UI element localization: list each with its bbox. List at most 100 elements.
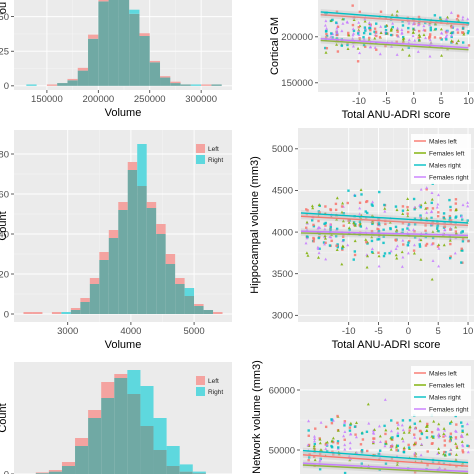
scatter-point bbox=[395, 53, 399, 56]
scatter-top-panel: -10 -5 0 5 10 150000 200000 Total ANU-ADRI scor… bbox=[269, 0, 474, 121]
scatter-point bbox=[450, 39, 454, 43]
scatter-mid-y-tick-label: 4000 bbox=[272, 227, 293, 238]
scatter-point bbox=[402, 450, 406, 454]
scatter-point bbox=[395, 40, 398, 43]
scatter-point bbox=[431, 207, 435, 210]
scatter-point bbox=[419, 437, 422, 440]
scatter-mid-x-axis-title: Total ANU-ADRI score bbox=[332, 339, 441, 351]
scatter-point bbox=[305, 235, 309, 238]
scatter-mid-plot-area bbox=[298, 128, 474, 322]
scatter-point bbox=[413, 426, 417, 430]
scatter-point bbox=[375, 48, 378, 51]
histogram-bar-right bbox=[190, 84, 202, 86]
scatter-point bbox=[305, 212, 309, 216]
scatter-point bbox=[418, 419, 422, 423]
scatter-point bbox=[384, 222, 387, 226]
scatter-point bbox=[443, 228, 447, 232]
scatter-point bbox=[437, 435, 441, 439]
scatter-point bbox=[455, 445, 459, 448]
scatter-point bbox=[354, 435, 358, 439]
scatter-point bbox=[318, 226, 322, 229]
histogram-bar-overlap bbox=[203, 310, 214, 314]
scatter-point bbox=[343, 443, 347, 447]
scatter-point bbox=[306, 209, 309, 212]
scatter-point bbox=[335, 196, 339, 200]
scatter-point bbox=[454, 436, 458, 439]
scatter-point bbox=[324, 50, 328, 54]
trend-line bbox=[300, 230, 469, 237]
scatter-point bbox=[402, 448, 406, 451]
scatter-point bbox=[419, 429, 422, 433]
scatter-point bbox=[384, 428, 388, 432]
scatter-point bbox=[435, 205, 439, 209]
histogram-bar-left bbox=[23, 312, 33, 314]
scatter-point bbox=[419, 238, 423, 242]
scatter-point bbox=[413, 454, 417, 457]
scatter-point bbox=[413, 205, 417, 209]
scatter-point bbox=[348, 426, 352, 429]
scatter-top-y-tick-label: 200000 bbox=[281, 32, 313, 43]
scatter-point bbox=[407, 223, 411, 226]
scatter-point bbox=[363, 26, 367, 29]
scatter-point bbox=[342, 434, 346, 438]
scatter-point bbox=[449, 228, 452, 231]
scatter-point bbox=[407, 241, 410, 244]
scatter-point bbox=[335, 217, 339, 221]
scatter-point bbox=[402, 36, 406, 40]
scatter-point bbox=[416, 50, 420, 53]
scatter-point bbox=[444, 17, 448, 21]
scatter-point bbox=[373, 428, 377, 431]
histogram-bar-left bbox=[89, 278, 100, 284]
scatter-point bbox=[442, 212, 446, 215]
scatter-point bbox=[365, 240, 368, 244]
scatter-point bbox=[443, 225, 446, 228]
scatter-point bbox=[336, 25, 340, 29]
scatter-point bbox=[418, 38, 422, 42]
scatter-point bbox=[430, 242, 434, 246]
scatter-point bbox=[395, 448, 398, 452]
histogram-bar-left bbox=[118, 202, 128, 210]
scatter-point bbox=[373, 36, 377, 40]
scatter-point bbox=[448, 198, 451, 202]
scatter-point bbox=[358, 37, 361, 40]
scatter-mid-panel: -10 -5 0 5 10 3000 3500 4000 4500 5000 Total ANU-A… bbox=[249, 128, 474, 351]
scatter-point bbox=[433, 14, 437, 17]
scatter-point bbox=[395, 228, 399, 232]
scatter-point bbox=[432, 435, 435, 438]
scatter-point bbox=[449, 205, 452, 209]
scatter-point bbox=[422, 33, 426, 37]
scatter-point bbox=[373, 30, 376, 34]
scatter-point bbox=[455, 465, 458, 468]
scatter-point bbox=[374, 30, 378, 34]
scatter-point bbox=[348, 429, 352, 432]
scatter-point bbox=[378, 238, 381, 241]
trend-line bbox=[302, 462, 469, 473]
scatter-point bbox=[313, 458, 317, 462]
legend-label: Males right bbox=[429, 395, 461, 402]
scatter-point bbox=[318, 459, 322, 463]
scatter-point bbox=[334, 208, 338, 212]
scatter-point bbox=[341, 219, 345, 223]
scatter-point bbox=[318, 211, 321, 214]
scatter-point bbox=[317, 251, 321, 255]
scatter-point bbox=[395, 208, 399, 212]
scatter-point bbox=[437, 230, 440, 233]
scatter-point bbox=[383, 424, 386, 428]
scatter-point bbox=[352, 18, 356, 21]
scatter-point bbox=[449, 436, 453, 440]
scatter-point bbox=[395, 34, 399, 37]
scatter-point bbox=[466, 444, 469, 447]
legend-label: Left bbox=[208, 146, 219, 153]
scatter-point bbox=[407, 430, 411, 434]
scatter-point bbox=[313, 442, 317, 446]
scatter-point bbox=[391, 436, 394, 439]
scatter-point bbox=[396, 431, 400, 435]
scatter-point bbox=[375, 22, 378, 25]
scatter-point bbox=[436, 245, 440, 248]
scatter-point bbox=[341, 201, 345, 205]
scatter-point bbox=[454, 231, 458, 235]
scatter-point bbox=[341, 248, 344, 251]
scatter-point bbox=[336, 442, 340, 445]
scatter-point bbox=[316, 255, 320, 259]
histogram-bar-overlap bbox=[99, 260, 109, 314]
